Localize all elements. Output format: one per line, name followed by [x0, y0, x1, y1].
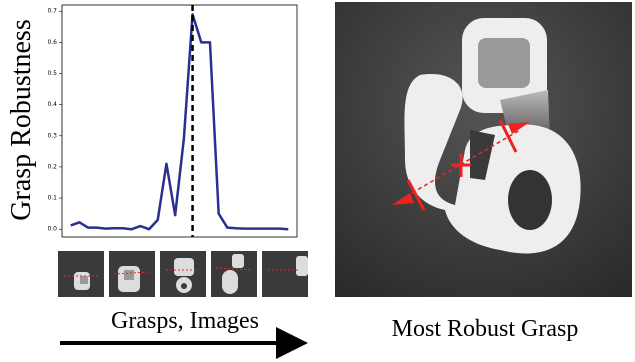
y-tick-label: 0.4: [47, 101, 57, 108]
y-tick-label: 0.2: [47, 163, 57, 170]
thumbnails: [58, 251, 308, 297]
depth-image: [335, 2, 632, 297]
x-caption: Grasps, Images: [111, 308, 259, 334]
y-tick-label: 0.7: [47, 8, 57, 15]
thumbnail: [262, 251, 308, 297]
y-tick-label: 0.5: [47, 70, 57, 77]
thumbnail: [109, 251, 155, 297]
thumbnail: [58, 251, 104, 297]
series-line: [70, 13, 289, 231]
thumbnail: [160, 251, 206, 297]
thumbnail: [211, 251, 257, 297]
y-tick-label: 0.1: [47, 195, 57, 202]
y-tick-label: 0.6: [47, 39, 57, 46]
image-caption: Most Robust Grasp: [392, 316, 579, 342]
plot-frame: [61, 4, 298, 238]
y-tick-label: 0.0: [47, 226, 57, 233]
y-axis-label: Grasp Robustness: [6, 19, 37, 220]
y-tick-label: 0.3: [47, 132, 57, 139]
plot: 0.0 0.1 0.2 0.3 0.4 0.5 0.6 0.7: [47, 4, 298, 238]
